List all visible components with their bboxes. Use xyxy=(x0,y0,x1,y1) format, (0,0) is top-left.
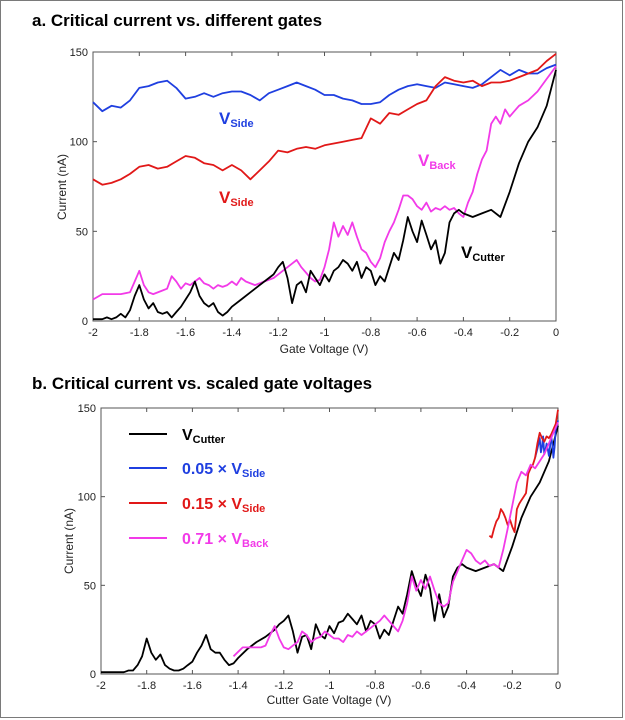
panel-b-ytick-label: 150 xyxy=(78,403,96,415)
panel-b-xtick-label: -1.4 xyxy=(229,680,248,692)
panel-a-xtick-label: -0.8 xyxy=(361,327,380,339)
annotation-v-side-blue-main: V xyxy=(219,109,231,128)
legend-v-cutter-sub: Cutter xyxy=(193,434,226,446)
panel-a-xtick-label: -0.6 xyxy=(408,327,427,339)
panel-a-series-v-side-red xyxy=(92,53,557,186)
panel-b-ytick-label: 100 xyxy=(78,492,96,504)
panel-a-ytick-label: 0 xyxy=(82,316,88,328)
panel-b-title: b. Critical current vs. scaled gate volt… xyxy=(32,374,372,393)
legend-v-back-main: 0.71 × V xyxy=(182,531,242,548)
panel-a-series-v-back xyxy=(92,65,557,301)
annotation-v-cutter-main: V xyxy=(461,243,473,262)
panel-a-xtick-label: -0.4 xyxy=(454,327,473,339)
panel-b-ytick-label: 50 xyxy=(84,580,96,592)
panel-b-series xyxy=(101,409,559,674)
panel-a-ticks: -2 -1.8 -1.6 -1.4 -1.2 -1 -0.8 -0.6 -0.4 -0.2 0 0 50… xyxy=(70,47,559,339)
panel-a-series-v-side-blue xyxy=(92,63,557,113)
legend-v-back-sub: Back xyxy=(242,538,269,550)
panel-b-ytick-label: 0 xyxy=(90,669,96,681)
legend-v-side-blue-main: 0.05 × V xyxy=(182,461,242,478)
panel-b-series-0-71-x-v-back xyxy=(232,421,559,657)
panel-b-xtick-label: -1.2 xyxy=(274,680,293,692)
panel-b-series-0-15-x-v-side xyxy=(488,409,559,539)
annotation-v-side-red-sub: Side xyxy=(230,197,253,209)
panel-a-ytick-label: 50 xyxy=(76,226,88,238)
panel-a-axes xyxy=(92,51,557,322)
panel-a-xlabel: Gate Voltage (V) xyxy=(280,342,369,356)
annotation-v-side-red: VSide xyxy=(219,188,254,209)
panel-b-xtick-label: 0 xyxy=(555,680,561,692)
legend-v-side-red-main: 0.15 × V xyxy=(182,496,242,513)
panel-a-series xyxy=(92,53,557,321)
panel-a-ytick-label: 100 xyxy=(70,137,88,149)
annotation-v-side-red-main: V xyxy=(219,188,231,207)
annotation-v-back: VBack xyxy=(418,151,457,172)
panel-a-xtick-label: -1.6 xyxy=(176,327,195,339)
panel-b-xtick-label: -1 xyxy=(325,680,335,692)
annotation-v-side-blue-sub: Side xyxy=(230,118,253,130)
panel-a-title: a. Critical current vs. different gates xyxy=(32,11,322,30)
panel-b-ylabel: Current (nA) xyxy=(62,508,76,574)
panel-b-xtick-label: -2 xyxy=(96,680,106,692)
panel-a-xtick-label: -1.4 xyxy=(222,327,241,339)
legend-v-cutter-main: V xyxy=(182,427,193,444)
annotation-v-back-main: V xyxy=(418,151,430,170)
legend-v-side-red-sub: Side xyxy=(242,503,265,515)
panel-b-xtick-label: -1.8 xyxy=(137,680,156,692)
legend-label-v-side-blue: 0.05 × VSide xyxy=(182,461,265,480)
panel-a-ylabel: Current (nA) xyxy=(55,154,69,220)
panel-b-xtick-label: -1.6 xyxy=(183,680,202,692)
legend-label-v-back: 0.71 × VBack xyxy=(182,531,269,550)
annotation-v-cutter-sub: Cutter xyxy=(472,252,505,264)
panel-a-xtick-label: 0 xyxy=(553,327,559,339)
panel-b-ticks: -2 -1.8 -1.6 -1.4 -1.2 -1 -0.8 -0.6 -0.4 -0.2 0 0 50… xyxy=(78,403,561,692)
panel-a-series-v-cutter xyxy=(93,69,557,321)
panel-b-series-0-05-x-v-side xyxy=(534,420,559,459)
panel-b-series-v-cutter xyxy=(101,425,559,674)
panel-a-plot-box xyxy=(92,51,557,322)
annotation-v-back-sub: Back xyxy=(429,160,456,172)
panel-a-xtick-label: -1 xyxy=(320,327,330,339)
legend-label-v-cutter: VCutter xyxy=(182,427,226,446)
panel-a-xtick-label: -1.2 xyxy=(269,327,288,339)
panel-a-xtick-label: -1.8 xyxy=(130,327,149,339)
panel-a-xtick-label: -0.2 xyxy=(500,327,519,339)
annotation-v-side-blue: VSide xyxy=(219,109,254,130)
legend-v-side-blue-sub: Side xyxy=(242,468,265,480)
panel-b-legend: VCutter 0.05 × VSide 0.15 × VSide 0.71 ×… xyxy=(129,427,269,550)
panel-b-xlabel: Cutter Gate Voltage (V) xyxy=(267,693,392,707)
panel-b-xtick-label: -0.2 xyxy=(503,680,522,692)
panel-b-xtick-label: -0.8 xyxy=(366,680,385,692)
panel-b-xtick-label: -0.4 xyxy=(457,680,476,692)
annotation-v-cutter: VCutter xyxy=(461,243,505,264)
panel-b-xtick-label: -0.6 xyxy=(411,680,430,692)
panel-a-xtick-label: -2 xyxy=(88,327,98,339)
legend-label-v-side-red: 0.15 × VSide xyxy=(182,496,265,515)
panel-a-ytick-label: 150 xyxy=(70,47,88,59)
